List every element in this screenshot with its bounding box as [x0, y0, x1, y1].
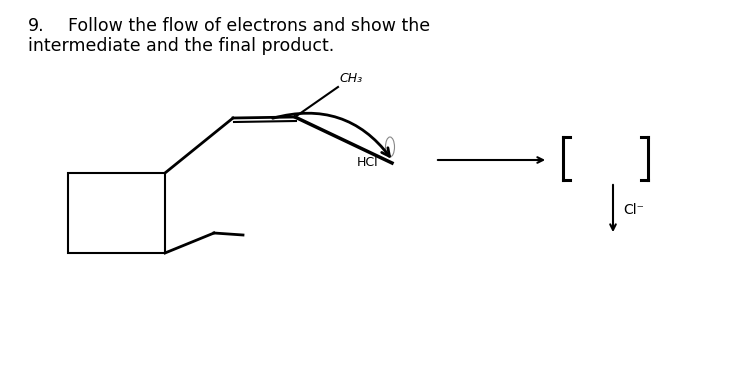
Text: HCl: HCl [356, 157, 378, 169]
FancyArrowPatch shape [273, 113, 389, 156]
Text: Follow the flow of electrons and show the: Follow the flow of electrons and show th… [68, 17, 430, 35]
Text: intermediate and the final product.: intermediate and the final product. [28, 37, 334, 55]
Bar [68, 173, 165, 253]
Text: 9.: 9. [28, 17, 45, 35]
Text: Cl⁻: Cl⁻ [623, 203, 644, 217]
Ellipse shape [386, 137, 394, 157]
Text: CH₃: CH₃ [339, 72, 362, 85]
